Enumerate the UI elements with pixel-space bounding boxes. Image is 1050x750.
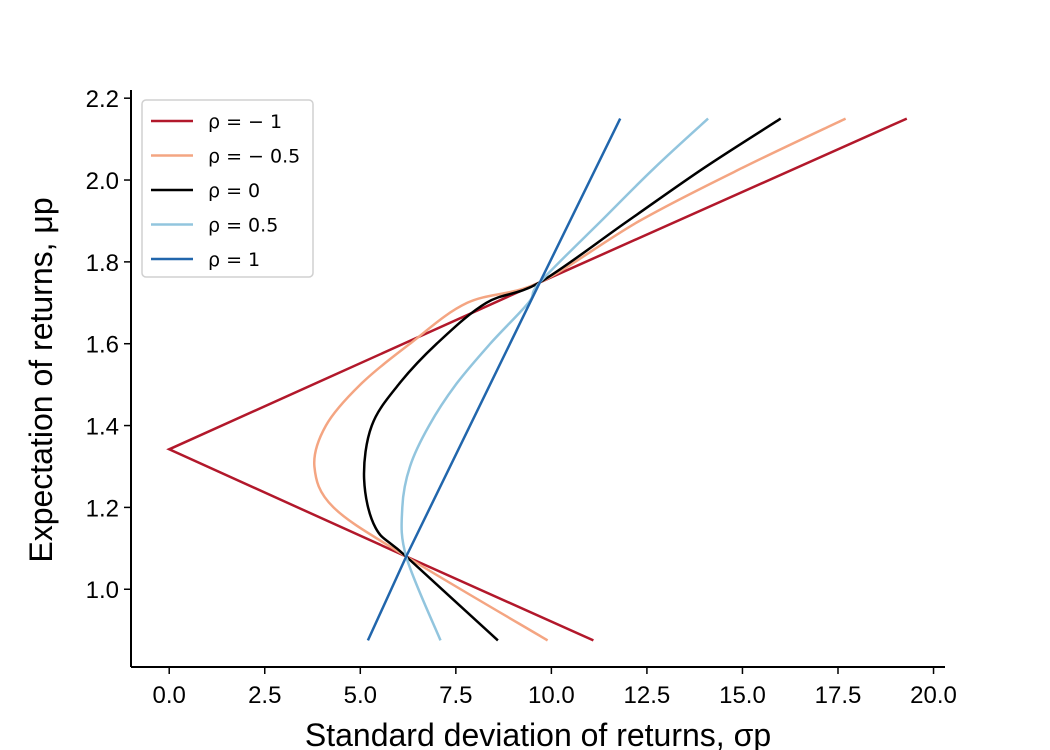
legend-label: ρ = − 1 [208, 111, 282, 133]
series-line-0 [166, 117, 908, 642]
y-ticks: 1.0 1.2 1.4 1.6 1.8 2.0 2.2 [86, 86, 131, 604]
y-tick-label: 1.8 [86, 250, 119, 277]
legend-label: ρ = 0 [208, 180, 260, 202]
legend-frame [141, 99, 314, 278]
x-tick-label: 20.0 [910, 682, 957, 709]
x-tick-label: 15.0 [719, 682, 766, 709]
x-tick-label: 12.5 [624, 682, 671, 709]
x-tick-label: 0.0 [153, 682, 186, 709]
y-tick-label: 1.2 [86, 495, 119, 522]
y-tick-label: 1.4 [86, 414, 119, 441]
x-tick-label: 10.0 [528, 682, 575, 709]
y-tick-label: 1.6 [86, 332, 119, 359]
x-axis-title: Standard deviation of returns, σp [305, 717, 771, 750]
legend-label: ρ = 0.5 [208, 215, 278, 237]
x-tick-label: 5.0 [344, 682, 377, 709]
x-tick-label: 2.5 [248, 682, 281, 709]
y-tick-label: 1.0 [86, 577, 119, 604]
y-tick-label: 2.2 [86, 86, 119, 113]
series-line-3 [400, 117, 709, 641]
y-axis-title: Expectation of returns, μp [23, 197, 59, 562]
legend-label: ρ = − 0.5 [208, 146, 300, 168]
plot-area [166, 117, 908, 642]
legend: ρ = − 1 ρ = − 0.5 ρ = 0 ρ = 0.5 ρ = 1 [141, 99, 314, 278]
x-tick-label: 17.5 [815, 682, 862, 709]
legend-label: ρ = 1 [208, 249, 260, 271]
x-tick-label: 7.5 [439, 682, 472, 709]
x-ticks: 0.0 2.5 5.0 7.5 10.0 12.5 15.0 17.5 20.0 [153, 667, 957, 709]
series-line-2 [362, 117, 782, 642]
series-line-4 [366, 118, 622, 641]
y-tick-label: 2.0 [86, 168, 119, 195]
series-line-1 [312, 117, 847, 642]
